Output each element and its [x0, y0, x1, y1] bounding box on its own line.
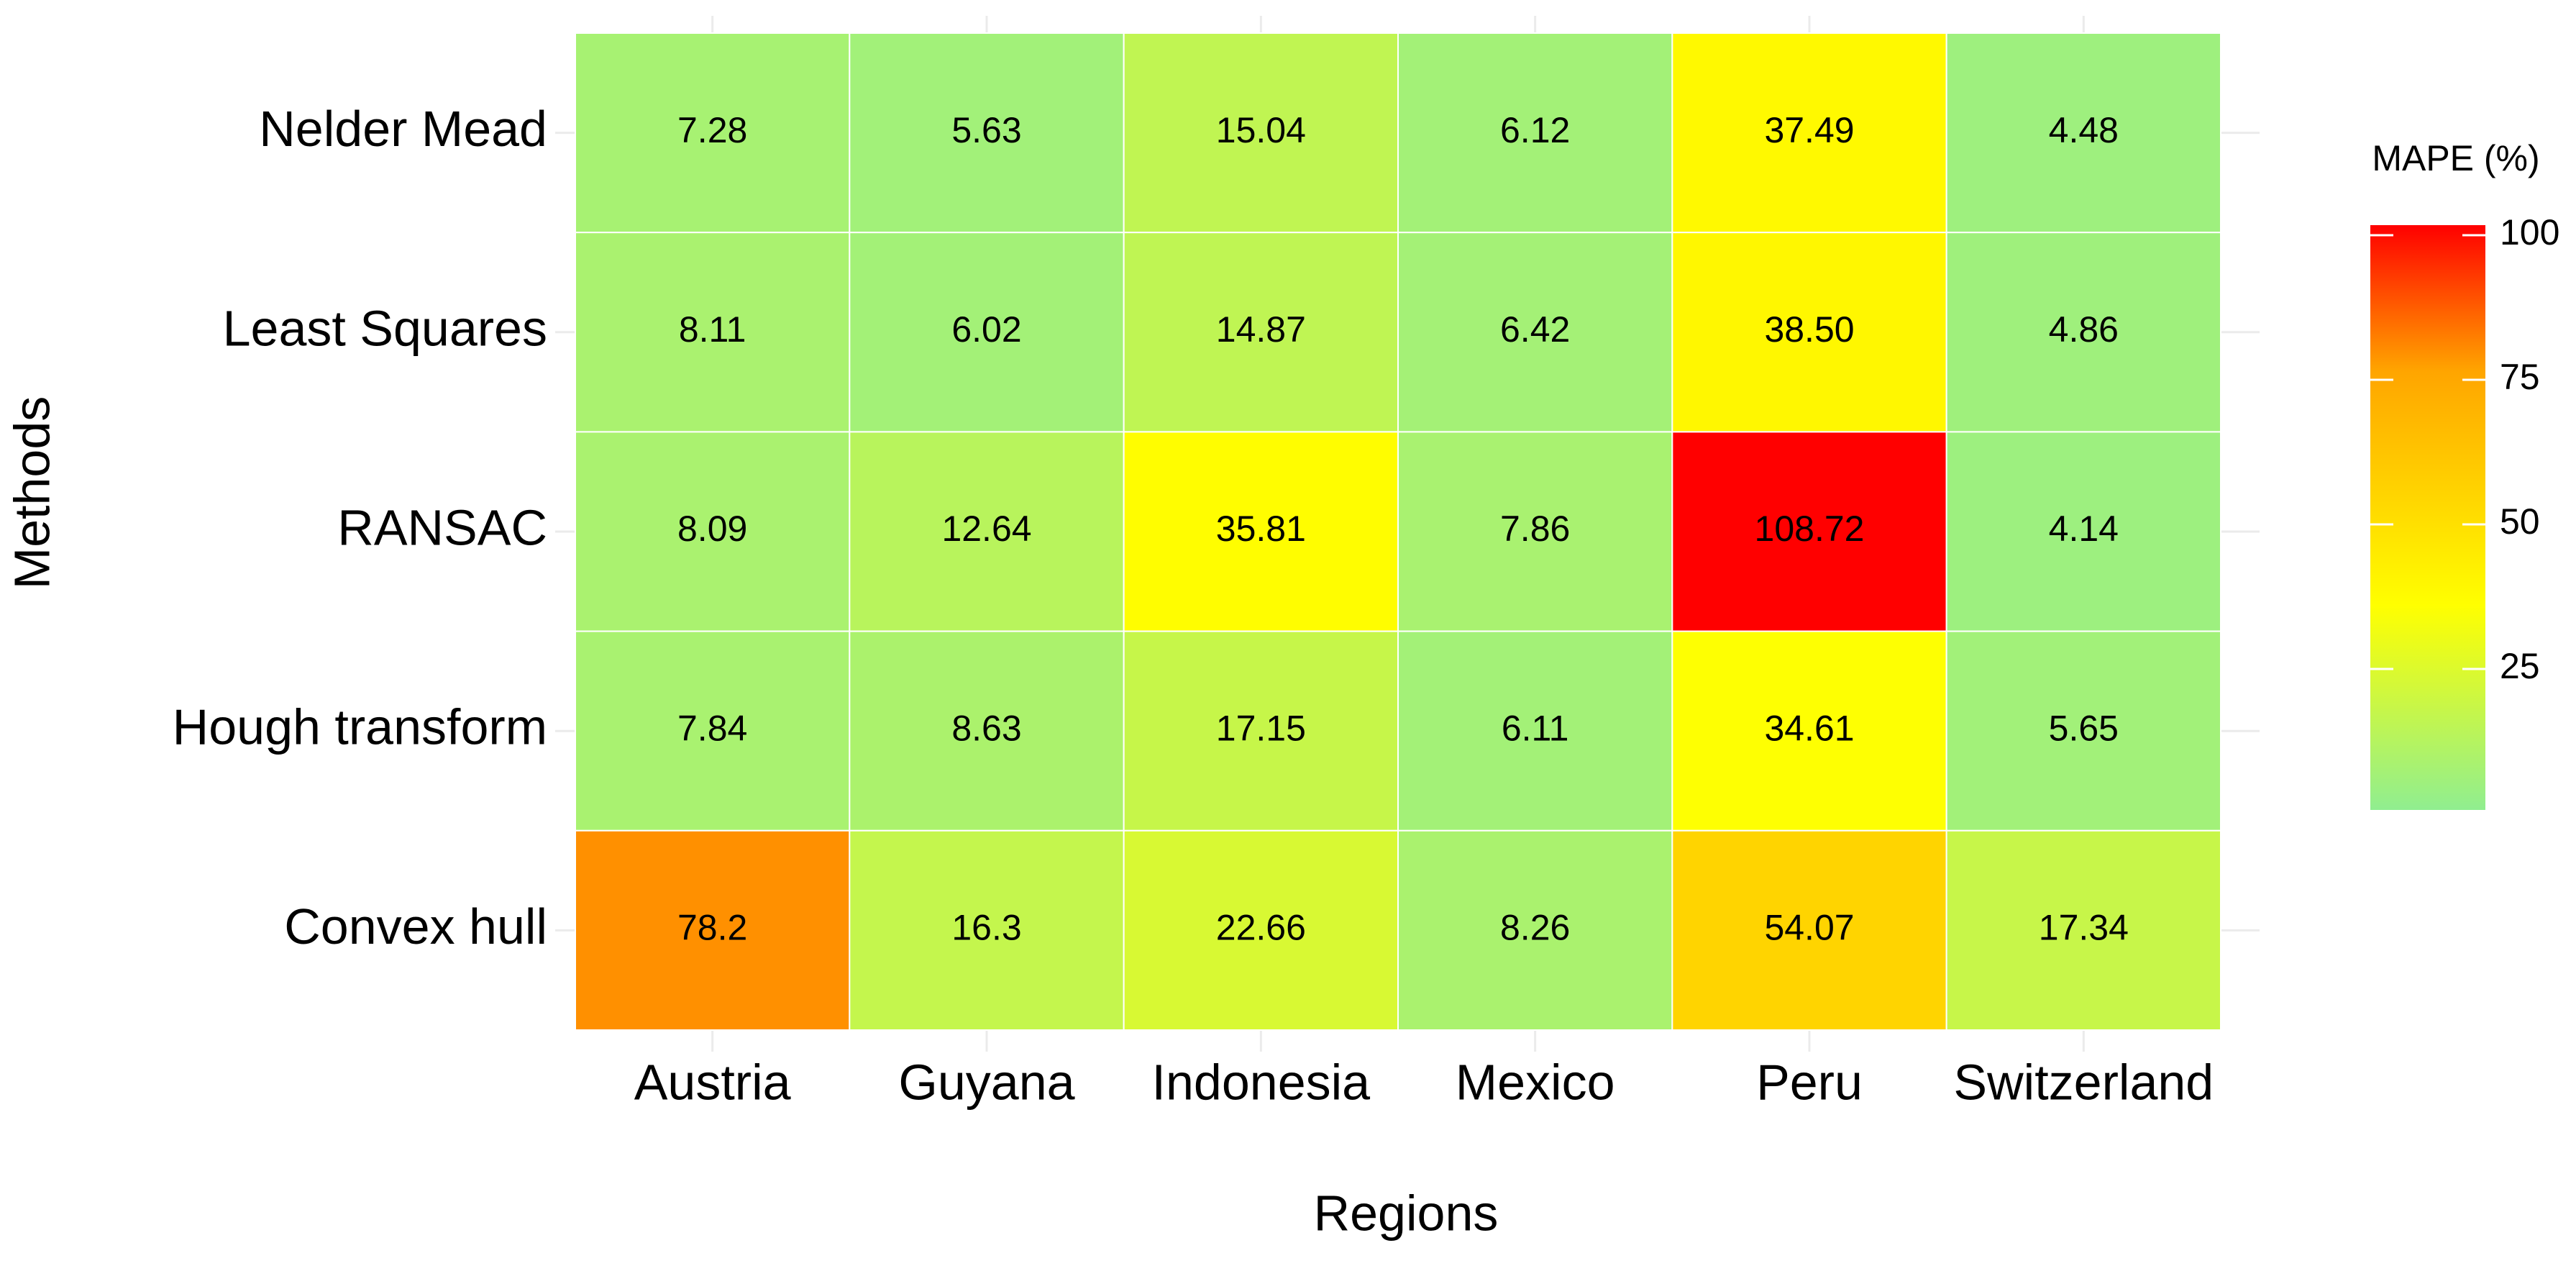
heatmap-cell	[1671, 431, 1947, 632]
heatmap-cell	[1397, 32, 1673, 234]
cell-label: 38.50	[1764, 309, 1854, 350]
cell-label: 7.28	[677, 110, 747, 150]
colorbar	[2370, 225, 2485, 810]
cell-label: 5.63	[951, 110, 1021, 150]
colorbar-tick-label: 75	[2500, 357, 2540, 397]
heatmap-cell	[1671, 32, 1947, 234]
heatmap-cell	[849, 630, 1125, 832]
cell-label: 35.81	[1216, 509, 1306, 549]
cell-label: 22.66	[1216, 908, 1306, 948]
y-tick-label: Convex hull	[284, 898, 547, 955]
cell-label: 17.34	[2039, 908, 2129, 948]
cell-label: 8.26	[1500, 908, 1570, 948]
cell-label: 8.63	[951, 708, 1021, 748]
heatmap-cell	[1671, 630, 1947, 832]
cell-label: 4.14	[2049, 509, 2119, 549]
x-tick-label: Austria	[634, 1054, 791, 1110]
heatmap-cell	[1945, 630, 2222, 832]
heatmap-cell	[1397, 232, 1673, 433]
cell-label: 4.48	[2049, 110, 2119, 150]
colorbar-tick-label: 100	[2500, 212, 2559, 252]
heatmap-cell	[1945, 431, 2222, 632]
cell-label: 6.42	[1500, 309, 1570, 350]
cell-label: 12.64	[941, 509, 1031, 549]
heatmap-cell	[1397, 630, 1673, 832]
cell-label: 6.02	[951, 309, 1021, 350]
cell-label: 4.86	[2049, 309, 2119, 350]
colorbar-tick-label: 25	[2500, 646, 2540, 686]
heatmap-cell	[1123, 431, 1399, 632]
y-axis-title: Methods	[4, 396, 60, 589]
y-tick-label: RANSAC	[337, 499, 547, 555]
heatmap-cell	[1123, 32, 1399, 234]
cell-label: 108.72	[1755, 509, 1865, 549]
x-tick-label: Mexico	[1456, 1054, 1615, 1110]
cell-label: 16.3	[951, 908, 1021, 948]
cell-label: 54.07	[1764, 908, 1854, 948]
heatmap-cell	[849, 431, 1125, 632]
x-tick-label: Indonesia	[1152, 1054, 1371, 1110]
heatmap-cell	[1945, 232, 2222, 433]
cell-label: 6.11	[1502, 708, 1569, 748]
cell-label: 78.2	[677, 908, 747, 948]
heatmap-cell	[1671, 829, 1947, 1032]
heatmap-cell	[575, 630, 851, 832]
cell-label: 34.61	[1764, 708, 1854, 748]
cell-label: 7.86	[1500, 509, 1570, 549]
cell-label: 8.11	[679, 309, 746, 350]
cell-label: 17.15	[1216, 708, 1306, 748]
x-tick-label: Guyana	[898, 1054, 1074, 1110]
heatmap	[575, 32, 2222, 1032]
heatmap-cell	[1945, 32, 2222, 234]
heatmap-cell	[849, 32, 1125, 234]
y-tick-label: Least Squares	[223, 300, 547, 356]
heatmap-cell	[1945, 829, 2222, 1032]
heatmap-cell	[575, 232, 851, 433]
heatmap-cell	[575, 829, 851, 1032]
x-axis-title: Regions	[1314, 1185, 1499, 1241]
heatmap-cell	[575, 32, 851, 234]
heatmap-cell	[1123, 232, 1399, 433]
heatmap-cell	[1671, 232, 1947, 433]
heatmap-cell	[1397, 431, 1673, 632]
heatmap-cell	[575, 431, 851, 632]
colorbar-tick-label: 50	[2500, 501, 2540, 542]
cell-label: 37.49	[1764, 110, 1854, 150]
x-tick-label: Peru	[1756, 1054, 1863, 1110]
cell-label: 5.65	[2049, 708, 2119, 748]
heatmap-cell	[1123, 829, 1399, 1032]
y-tick-label: Hough transform	[173, 699, 547, 755]
cell-label: 15.04	[1216, 110, 1306, 150]
heatmap-cell	[1397, 829, 1673, 1032]
y-tick-label: Nelder Mead	[259, 101, 547, 157]
cell-label: 14.87	[1216, 309, 1306, 350]
x-tick-label: Switzerland	[1953, 1054, 2214, 1110]
legend-title: MAPE (%)	[2372, 138, 2539, 178]
cell-label: 7.84	[677, 708, 747, 748]
cell-label: 6.12	[1500, 110, 1570, 150]
cell-label: 8.09	[677, 509, 747, 549]
heatmap-cell	[849, 829, 1125, 1032]
heatmap-cell	[1123, 630, 1399, 832]
